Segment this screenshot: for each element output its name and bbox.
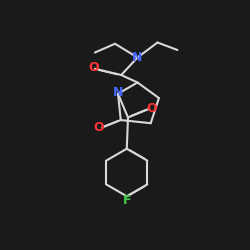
Text: O: O [88, 61, 99, 74]
Text: N: N [113, 86, 123, 99]
Text: O: O [93, 121, 104, 134]
Text: N: N [132, 51, 143, 64]
Text: F: F [122, 194, 131, 206]
Text: O: O [146, 102, 157, 115]
